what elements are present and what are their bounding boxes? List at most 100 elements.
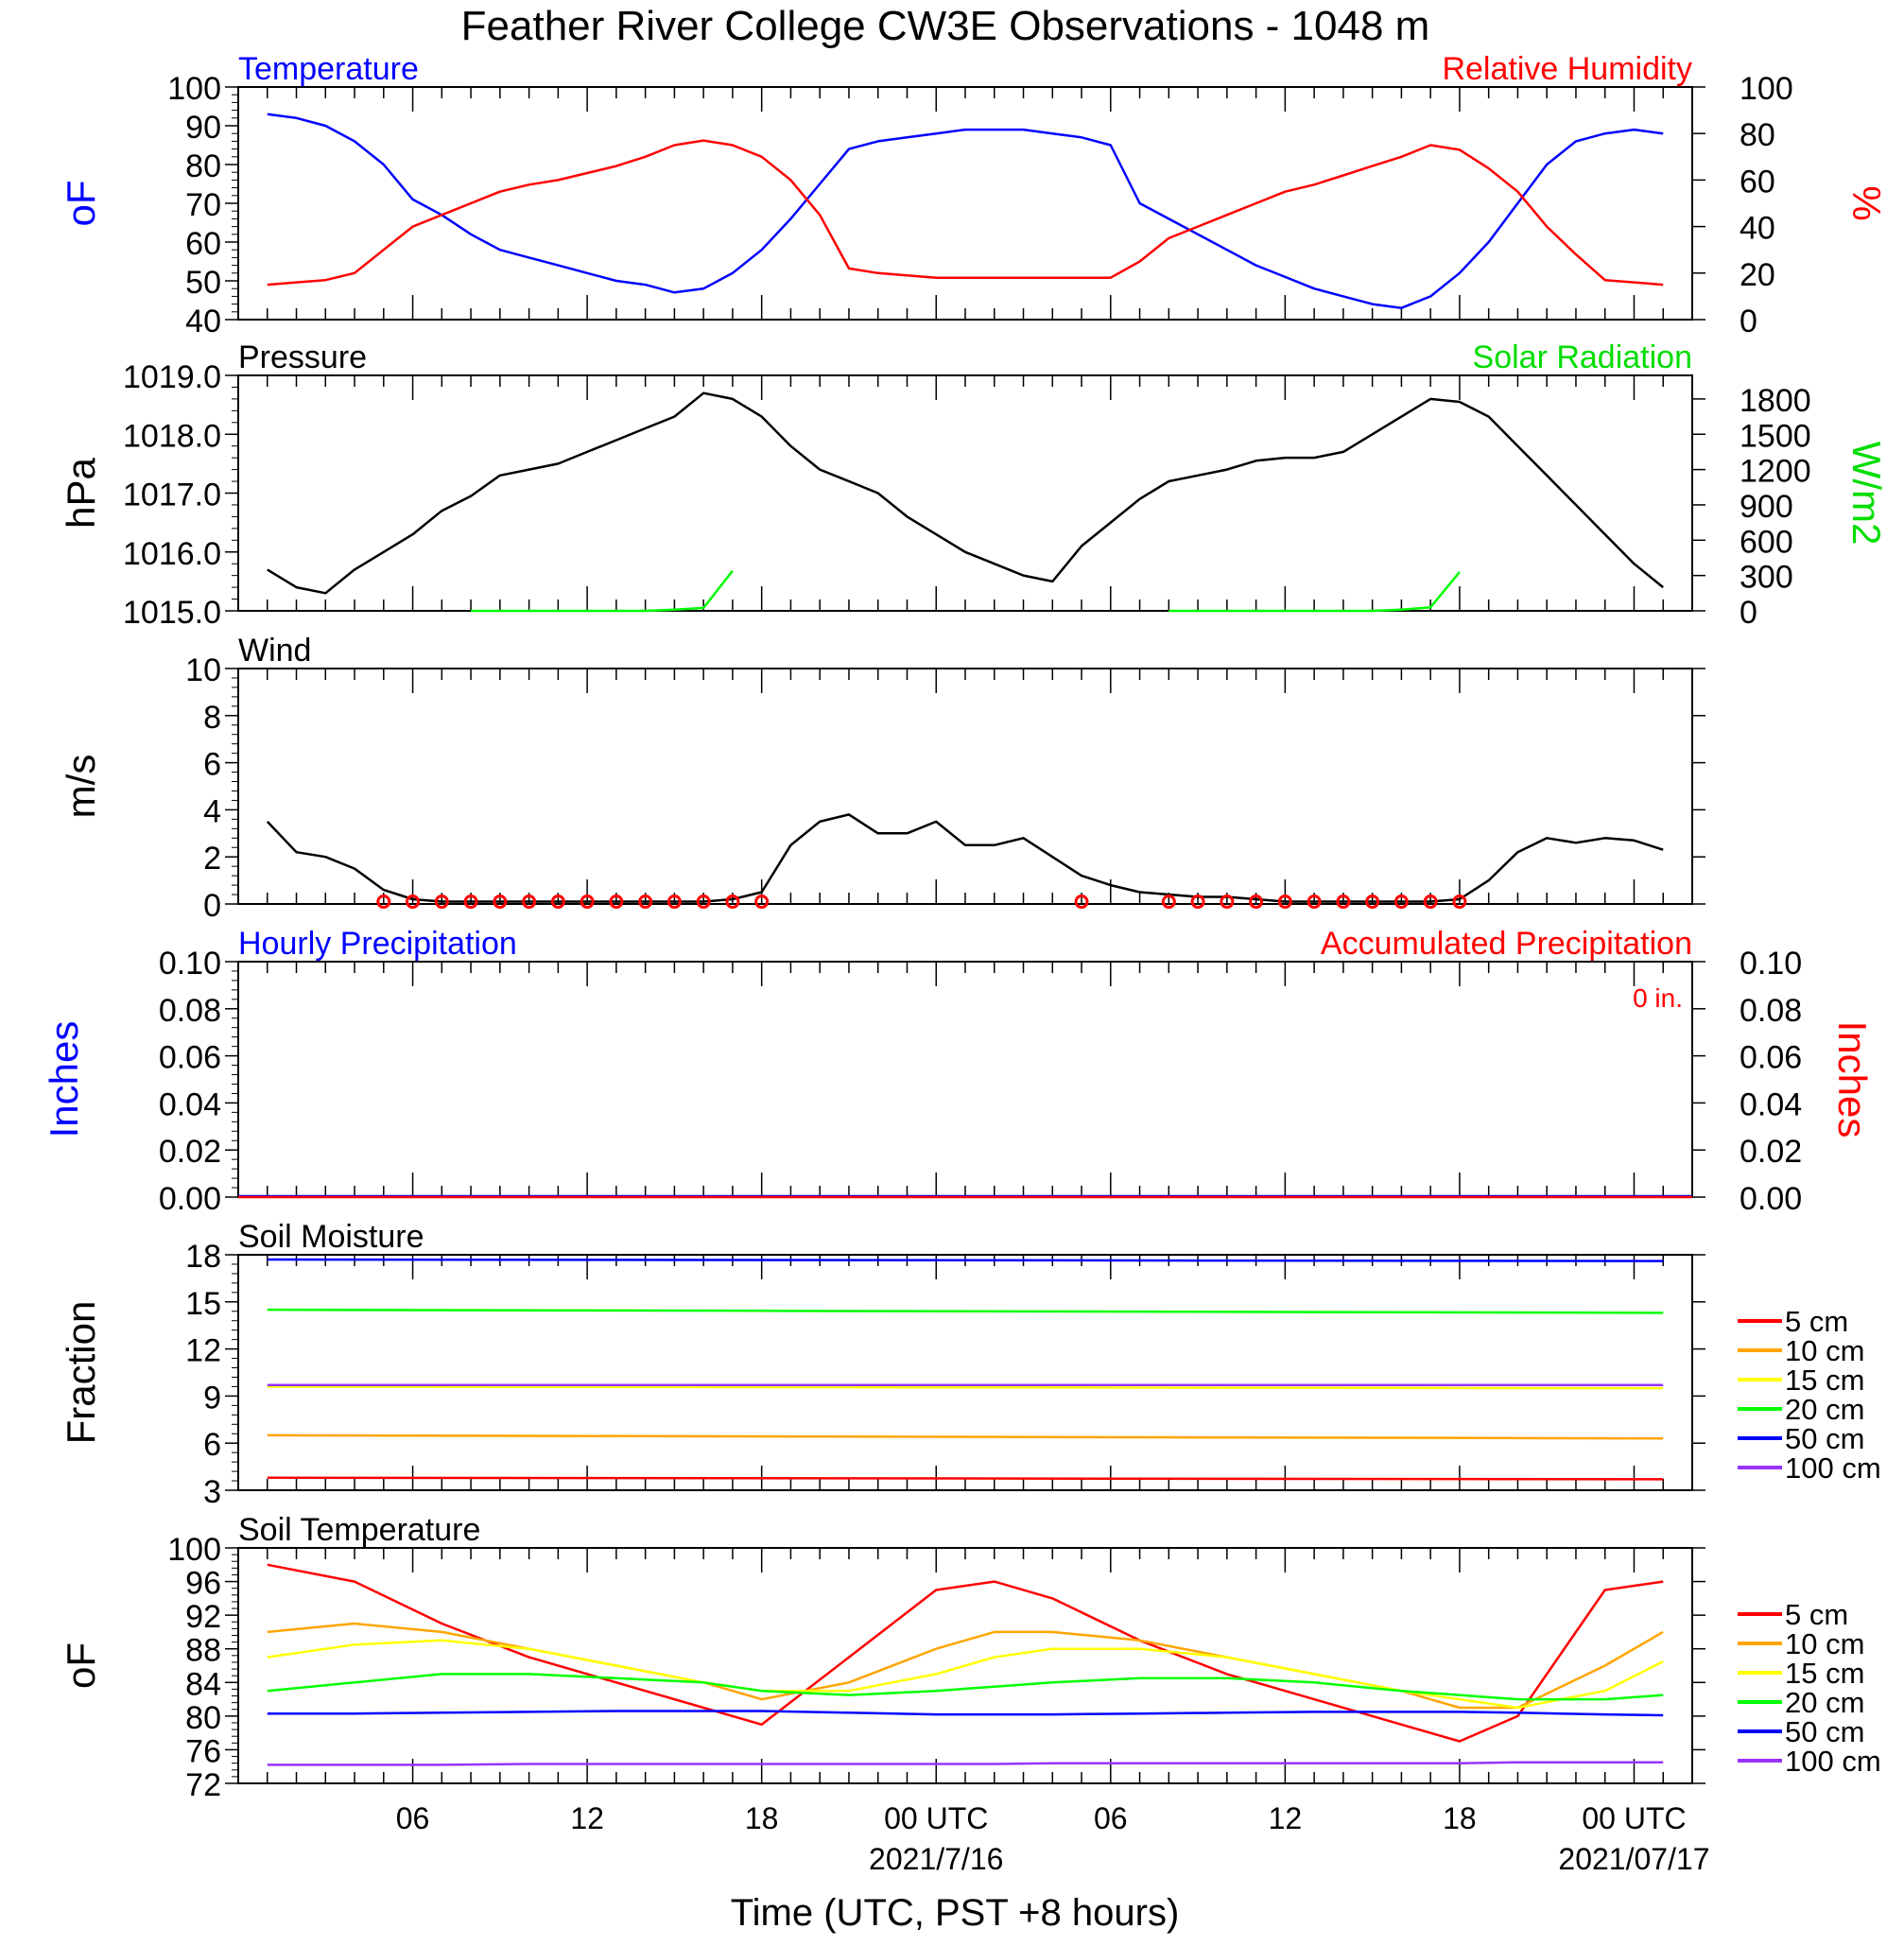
y-tick-label-right: 0.02: [1740, 1134, 1802, 1170]
series-50-cm: [267, 1710, 1664, 1717]
x-axis-label: Time (UTC, PST +8 hours): [731, 1892, 1180, 1934]
y-axis-label: hPa: [59, 457, 103, 528]
calm-wind-marker: [1307, 895, 1322, 910]
y-tick-label: 1017.0: [123, 478, 221, 513]
calm-wind-marker: [434, 895, 449, 910]
series-temperature: [267, 113, 1664, 309]
calm-wind-marker: [1393, 895, 1409, 910]
series-15-cm: [267, 1385, 1664, 1390]
y-tick-label: 88: [185, 1633, 221, 1669]
panel-title-right: Accumulated Precipitation: [1321, 926, 1692, 962]
y-tick-label: 3: [203, 1474, 221, 1510]
y-tick-label: 80: [185, 148, 221, 184]
panel-title-right: Relative Humidity: [1442, 51, 1692, 87]
y-axis-label: m/s: [59, 755, 103, 819]
legend-label: 50 cm: [1785, 1422, 1864, 1455]
plot-frame: [237, 961, 1693, 1198]
x-date-label: 2021/7/16: [869, 1842, 1003, 1876]
legend-label: 20 cm: [1785, 1393, 1864, 1426]
y-tick-label-right: 60: [1740, 164, 1775, 200]
y-tick-label-right: 80: [1740, 117, 1775, 153]
y-axis-label: Inches: [42, 1021, 86, 1138]
plot-frame: [237, 668, 1693, 905]
y-tick-label: 4: [203, 793, 221, 829]
panel-title-left: Wind: [238, 633, 311, 669]
series-50-cm: [267, 1258, 1664, 1262]
y-tick-label: 0: [203, 888, 221, 924]
legend-label: 50 cm: [1785, 1715, 1864, 1748]
series-20-cm: [267, 1673, 1664, 1701]
legend-label: 100 cm: [1785, 1745, 1881, 1778]
y-tick-label-right: 0: [1740, 304, 1757, 339]
calm-wind-marker: [609, 895, 624, 910]
panel-title-left: Pressure: [238, 339, 367, 375]
y-tick-label: 6: [203, 1427, 221, 1463]
y-tick-label: 1018.0: [123, 418, 221, 454]
series-wind: [266, 813, 1664, 903]
y-tick-label: 0.10: [159, 946, 221, 982]
legend-label: 10 cm: [1785, 1627, 1864, 1660]
panel-title-right: Solar Radiation: [1473, 339, 1692, 375]
y-tick-label-right: 1500: [1740, 418, 1811, 454]
x-tick-label: 00 UTC: [884, 1801, 988, 1835]
y-tick-label-right: 0.06: [1740, 1040, 1802, 1076]
y-tick-label: 90: [185, 110, 221, 146]
calm-wind-marker: [666, 895, 682, 910]
y-tick-label: 50: [185, 265, 221, 301]
panel-pressure_solar: 1015.0 1016.0 1017.0 1018.0 1019.0 0300600900…: [59, 339, 1889, 631]
series-solar-radiation: [471, 569, 1461, 613]
calm-wind-marker: [1423, 895, 1438, 910]
y-tick-label: 8: [203, 700, 221, 736]
y-axis-label: Fraction: [59, 1301, 103, 1445]
calm-wind-marker: [1365, 895, 1380, 910]
y-axis-label-right: W/m2: [1844, 442, 1889, 546]
y-tick-label-right: 100: [1740, 71, 1793, 107]
calm-wind-marker: [1277, 895, 1292, 910]
x-tick-label: 00 UTC: [1582, 1801, 1686, 1835]
y-tick-label: 1016.0: [123, 536, 221, 572]
panel-precip: 0.00 0.02 0.04 0.06 0.08 0.10 0.00 0.02 0.04 0.06…: [42, 926, 1875, 1217]
calm-wind-marker: [754, 895, 770, 910]
x-tick-label: 18: [1443, 1801, 1477, 1835]
y-tick-label-right: 0.08: [1740, 993, 1802, 1029]
y-tick-label: 2: [203, 841, 221, 877]
legend-label: 15 cm: [1785, 1364, 1864, 1397]
y-tick-label: 92: [185, 1599, 221, 1635]
plot-frame: [237, 86, 1693, 321]
y-axis-label: oF: [59, 180, 103, 226]
calm-wind-marker: [1161, 895, 1176, 910]
calm-wind-marker: [1249, 895, 1264, 910]
y-tick-label-right: 0.10: [1740, 946, 1802, 982]
calm-wind-marker: [493, 895, 508, 910]
calm-wind-marker: [550, 895, 565, 910]
series-15-cm: [267, 1639, 1664, 1710]
plot-frame: [237, 374, 1693, 612]
y-tick-label: 72: [185, 1767, 221, 1803]
y-tick-label: 18: [185, 1239, 221, 1275]
x-date-label: 2021/07/17: [1558, 1842, 1709, 1876]
y-tick-label: 0.04: [159, 1086, 221, 1122]
series-pressure: [267, 391, 1664, 595]
y-tick-label: 10: [185, 652, 221, 688]
y-tick-label: 96: [185, 1566, 221, 1602]
legend-label: 15 cm: [1785, 1657, 1864, 1690]
y-tick-label-right: 1800: [1740, 383, 1811, 419]
y-tick-label: 100: [167, 71, 221, 107]
y-tick-label-right: 0.00: [1740, 1181, 1802, 1217]
y-tick-label: 84: [185, 1666, 221, 1702]
y-tick-label: 1019.0: [123, 359, 221, 395]
calm-wind-marker: [1220, 895, 1235, 910]
legend-label: 5 cm: [1785, 1598, 1848, 1631]
y-tick-label: 1015.0: [123, 595, 221, 631]
y-tick-label-right: 40: [1740, 211, 1775, 247]
accumulation-annotation: 0 in.: [1633, 983, 1683, 1013]
series-5-cm: [267, 1563, 1664, 1743]
x-tick-label: 12: [570, 1801, 604, 1835]
panel-title-left: Hourly Precipitation: [238, 926, 517, 962]
y-axis-label-right: Inches: [1830, 1021, 1875, 1138]
